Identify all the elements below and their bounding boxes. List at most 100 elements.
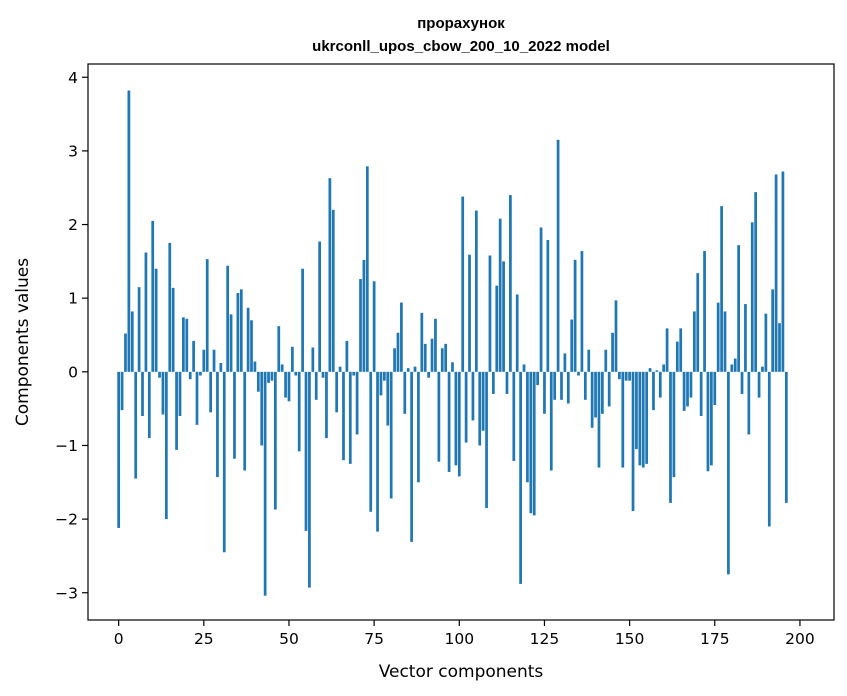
bar-82 bbox=[396, 332, 400, 372]
bar-56 bbox=[308, 371, 311, 588]
bar-144 bbox=[607, 371, 611, 407]
bar-8 bbox=[144, 252, 148, 372]
bar-139 bbox=[590, 371, 594, 428]
bar-57 bbox=[311, 347, 315, 372]
bar-12 bbox=[158, 371, 161, 378]
bar-11 bbox=[154, 268, 158, 372]
bar-16 bbox=[171, 287, 175, 372]
bar-10 bbox=[151, 220, 155, 372]
bar-86 bbox=[410, 371, 413, 542]
bar-53 bbox=[297, 371, 301, 452]
bar-108 bbox=[485, 371, 488, 509]
bar-59 bbox=[318, 241, 321, 372]
x-axis-ticks: 0 25 50 75 100 125 150 175 200 bbox=[114, 620, 815, 648]
bar-160 bbox=[662, 364, 666, 372]
bar-168 bbox=[689, 371, 693, 398]
bar-189 bbox=[761, 366, 764, 372]
bar-147 bbox=[618, 371, 621, 380]
bar-73 bbox=[365, 166, 369, 372]
y-axis-ticks: −3 −2 −1 0 1 2 3 4 bbox=[55, 69, 88, 602]
bar-194 bbox=[778, 323, 781, 372]
bar-103 bbox=[468, 254, 471, 372]
y-tick-label: −1 bbox=[55, 437, 78, 455]
bar-120 bbox=[526, 371, 529, 483]
bar-102 bbox=[464, 371, 468, 443]
bar-45 bbox=[270, 371, 274, 381]
bar-155 bbox=[645, 371, 649, 464]
bar-81 bbox=[393, 348, 396, 372]
bar-46 bbox=[273, 371, 277, 510]
bar-130 bbox=[560, 371, 563, 400]
y-tick-label: 0 bbox=[68, 363, 78, 381]
x-tick-label: 125 bbox=[530, 630, 560, 648]
bar-186 bbox=[750, 222, 754, 372]
bar-9 bbox=[147, 371, 151, 439]
x-tick-label: 175 bbox=[700, 630, 730, 648]
bar-190 bbox=[764, 313, 768, 372]
chart-title-line-1: прорахунок bbox=[417, 15, 505, 32]
bar-29 bbox=[216, 371, 219, 478]
bar-146 bbox=[614, 300, 618, 372]
bar-26 bbox=[205, 259, 209, 372]
bar-121 bbox=[529, 371, 533, 514]
bar-77 bbox=[379, 371, 383, 396]
bar-2 bbox=[124, 333, 127, 372]
bar-132 bbox=[566, 371, 570, 404]
bar-133 bbox=[570, 319, 574, 372]
bar-31 bbox=[222, 371, 226, 553]
bar-43 bbox=[263, 371, 267, 596]
x-tick-label: 0 bbox=[114, 630, 124, 648]
bar-131 bbox=[563, 353, 567, 372]
bar-96 bbox=[444, 343, 448, 372]
bar-94 bbox=[437, 371, 441, 462]
bar-87 bbox=[413, 366, 417, 372]
plot-area-frame bbox=[87, 63, 835, 621]
bar-18 bbox=[178, 371, 182, 417]
bar-125 bbox=[543, 371, 546, 414]
bar-71 bbox=[359, 279, 362, 372]
bar-110 bbox=[492, 371, 495, 394]
bar-14 bbox=[164, 371, 168, 520]
bar-3 bbox=[127, 90, 131, 372]
bar-170 bbox=[696, 273, 700, 372]
bar-124 bbox=[539, 227, 543, 372]
bar-129 bbox=[556, 139, 560, 372]
bar-90 bbox=[423, 343, 427, 372]
bar-145 bbox=[611, 332, 614, 372]
bar-119 bbox=[522, 364, 526, 372]
bar-179 bbox=[727, 371, 730, 575]
bar-80 bbox=[389, 371, 393, 499]
bar-112 bbox=[498, 218, 502, 372]
bar-60 bbox=[321, 371, 325, 378]
bar-98 bbox=[451, 362, 454, 372]
bar-4 bbox=[130, 311, 134, 372]
bar-79 bbox=[386, 371, 390, 426]
y-axis-label: Components values bbox=[13, 258, 33, 426]
bar-135 bbox=[577, 371, 580, 376]
bar-196 bbox=[784, 371, 788, 503]
bar-89 bbox=[420, 312, 424, 372]
bar-65 bbox=[338, 366, 342, 372]
x-tick-label: 200 bbox=[785, 630, 815, 648]
bar-76 bbox=[376, 371, 379, 532]
bar-142 bbox=[601, 371, 604, 414]
x-tick-label: 150 bbox=[615, 630, 645, 648]
bar-138 bbox=[587, 349, 591, 372]
bar-116 bbox=[512, 371, 516, 461]
bar-149 bbox=[624, 371, 628, 381]
bar-164 bbox=[675, 341, 679, 372]
bar-20 bbox=[185, 318, 189, 372]
bar-115 bbox=[509, 195, 512, 372]
bar-154 bbox=[641, 371, 645, 468]
bar-117 bbox=[515, 294, 519, 372]
bar-182 bbox=[737, 245, 740, 372]
bar-37 bbox=[243, 371, 247, 471]
bar-157 bbox=[652, 371, 655, 411]
bar-174 bbox=[710, 371, 713, 466]
bar-36 bbox=[239, 289, 243, 372]
bar-152 bbox=[635, 371, 638, 450]
bar-106 bbox=[478, 371, 482, 446]
x-axis-label: Vector components bbox=[379, 662, 544, 682]
x-tick-label: 50 bbox=[279, 630, 299, 648]
bar-62 bbox=[328, 178, 332, 372]
